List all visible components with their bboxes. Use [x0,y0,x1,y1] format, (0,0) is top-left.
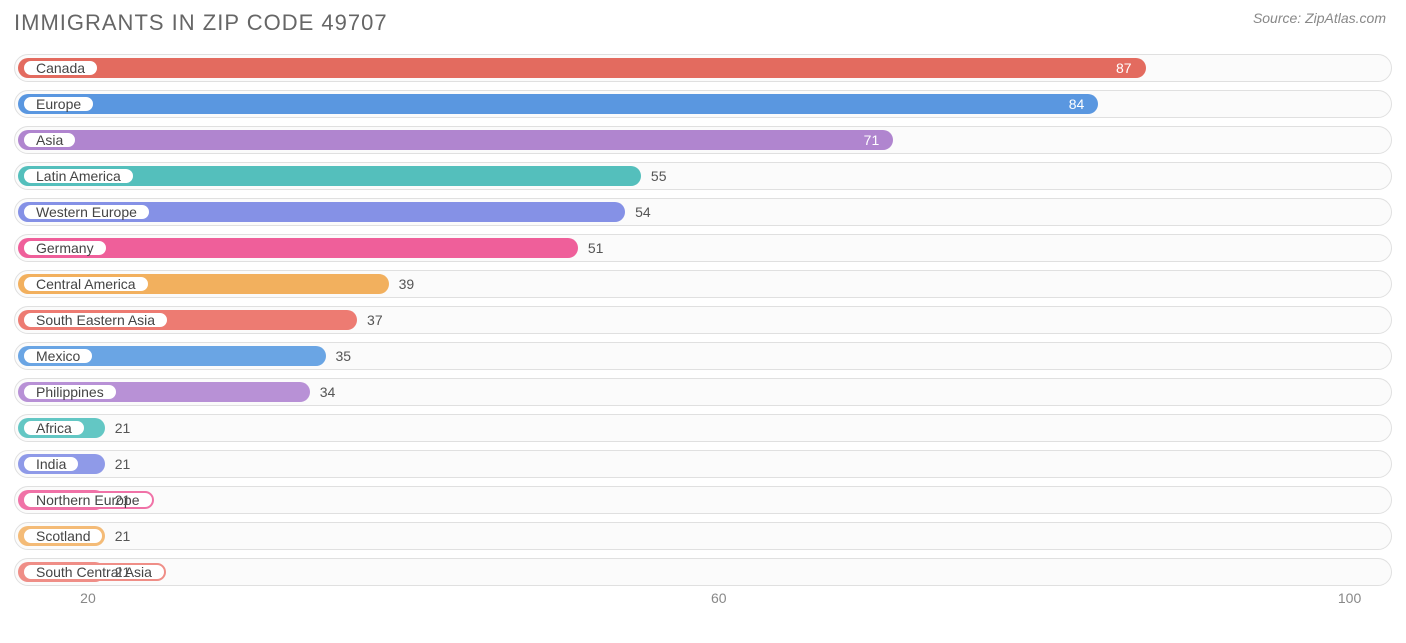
x-axis-tick: 20 [80,590,96,606]
x-axis-tick: 60 [711,590,727,606]
source-label: Source: ZipAtlas.com [1253,10,1392,26]
bar-track: Scotland 21 [14,522,1392,550]
bar-track: Germany 51 [14,234,1392,262]
category-pill: India [22,455,80,473]
bar-track: Europe 84 [14,90,1392,118]
value-label: 37 [367,312,383,328]
bar-track: Canada 87 [14,54,1392,82]
x-axis: 20 60 100 [14,590,1392,608]
bar-track: Latin America 55 [14,162,1392,190]
category-pill: Central America [22,275,150,293]
category-pill: Scotland [22,527,104,545]
value-label: 54 [635,204,651,220]
value-label: 39 [399,276,415,292]
category-pill: Canada [22,59,99,77]
bar-fill [18,130,893,150]
category-pill: Latin America [22,167,135,185]
bar-track: Asia 71 [14,126,1392,154]
category-pill: Northern Europe [22,491,154,509]
value-label: 51 [588,240,604,256]
bar-track: Africa 21 [14,414,1392,442]
bar-track: South Eastern Asia 37 [14,306,1392,334]
value-label: 55 [651,168,667,184]
value-label: 71 [864,132,880,148]
value-label: 35 [336,348,352,364]
value-label: 21 [115,420,131,436]
category-pill: Mexico [22,347,94,365]
bar-track: Western Europe 54 [14,198,1392,226]
category-pill: Germany [22,239,108,257]
header: IMMIGRANTS IN ZIP CODE 49707 Source: Zip… [14,10,1392,54]
bar-fill [18,58,1146,78]
bar-track: Northern Europe21 [14,486,1392,514]
category-pill: Philippines [22,383,118,401]
value-label: 87 [1116,60,1132,76]
bar-track: Philippines 34 [14,378,1392,406]
category-pill: South Eastern Asia [22,311,169,329]
value-label: 21 [115,456,131,472]
value-label: 21 [115,564,131,580]
value-label: 21 [115,528,131,544]
category-pill: Asia [22,131,77,149]
bar-track: South Central Asia21 [14,558,1392,586]
category-pill: South Central Asia [22,563,166,581]
category-pill: Africa [22,419,86,437]
chart-title: IMMIGRANTS IN ZIP CODE 49707 [14,10,388,36]
bar-track: Central America 39 [14,270,1392,298]
category-pill: Western Europe [22,203,151,221]
chart-plot-area: Canada 87 Europe 84 Asia 71 Latin America 55 Wes… [14,54,1392,602]
value-label: 21 [115,492,131,508]
bar-track: India 21 [14,450,1392,478]
value-label: 84 [1069,96,1085,112]
category-pill: Europe [22,95,95,113]
value-label: 34 [320,384,336,400]
bars-group: Canada 87 Europe 84 Asia 71 Latin America 55 Wes… [14,54,1392,594]
bar-fill [18,94,1098,114]
x-axis-tick: 100 [1338,590,1361,606]
chart-container: IMMIGRANTS IN ZIP CODE 49707 Source: Zip… [0,0,1406,643]
bar-track: Mexico 35 [14,342,1392,370]
